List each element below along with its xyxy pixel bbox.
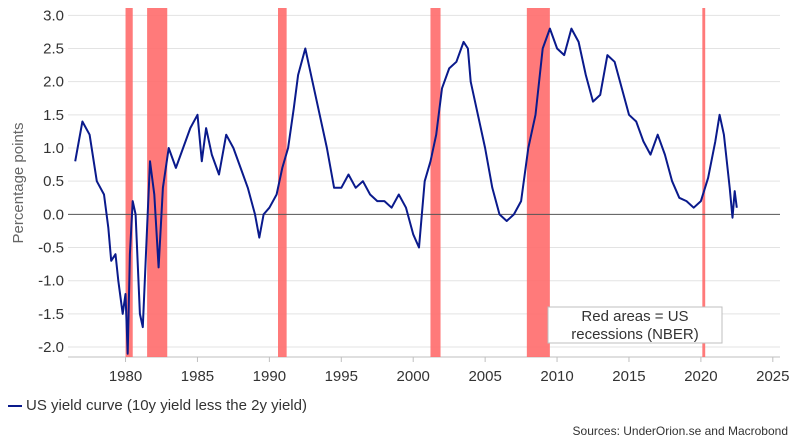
y-tick-label: 0.5 <box>43 173 64 190</box>
recession-band <box>526 8 550 357</box>
legend: US yield curve (10y yield less the 2y yi… <box>8 397 307 414</box>
recession-band <box>430 8 441 357</box>
recession-note-line-1: Red areas = US <box>581 308 688 325</box>
recession-note-line-2: recessions (NBER) <box>571 326 699 343</box>
y-tick-labels: 3.0 2.5 2.0 1.5 1.0 0.5 0.0 -0.5 -1.0 -1.5 -2.0 <box>38 7 64 356</box>
y-tick-label: 1.0 <box>43 140 64 157</box>
recession-band <box>125 8 133 357</box>
y-tick-label: 3.0 <box>43 7 64 24</box>
series-layer <box>74 27 738 355</box>
x-tick-label: 2000 <box>397 368 430 385</box>
recession-note: Red areas = US recessions (NBER) <box>547 306 723 344</box>
x-tick-label: 1985 <box>181 368 214 385</box>
x-tick-label: 1995 <box>325 368 358 385</box>
x-tick-label: 1980 <box>109 368 142 385</box>
y-tick-label: 2.5 <box>43 40 64 57</box>
y-tick-label: -1.0 <box>38 273 64 290</box>
x-tick-label: 1990 <box>253 368 286 385</box>
recession-band <box>278 8 287 357</box>
y-tick-label: -0.5 <box>38 240 64 257</box>
legend-swatch <box>8 404 22 407</box>
y-tick-label: 2.0 <box>43 74 64 91</box>
x-tick-label: 2025 <box>756 368 789 385</box>
y-tick-label: -2.0 <box>38 339 64 356</box>
legend-label: US yield curve (10y yield less the 2y yi… <box>26 397 307 414</box>
x-tick-label: 2015 <box>612 368 645 385</box>
y-tick-label: -1.5 <box>38 306 64 323</box>
chart-canvas: 3.0 2.5 2.0 1.5 1.0 0.5 0.0 -0.5 -1.0 -1.5 -2.0 19… <box>10 7 790 385</box>
y-tick-label: 1.5 <box>43 107 64 124</box>
y-axis-label: Percentage points <box>10 123 27 244</box>
x-tick-label: 2005 <box>468 368 501 385</box>
series-line <box>74 27 738 355</box>
x-tick-label: 2010 <box>540 368 573 385</box>
y-tick-label: 0.0 <box>43 206 64 223</box>
recession-band <box>147 8 168 357</box>
x-tick-labels: 1980 1985 1990 1995 2000 2005 2010 2015 2020 2025 <box>109 368 790 385</box>
recession-bands <box>125 8 706 357</box>
x-tick-label: 2020 <box>684 368 717 385</box>
recession-band <box>702 8 706 357</box>
source-note: Sources: UnderOrion.se and Macrobond <box>572 424 788 438</box>
